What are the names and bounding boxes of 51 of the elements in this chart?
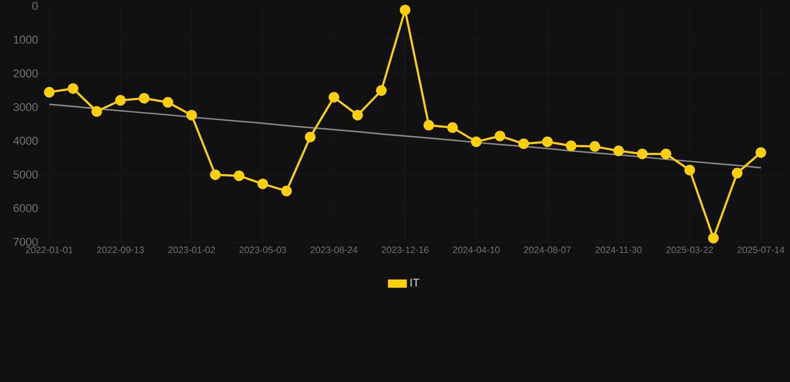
point	[684, 164, 696, 176]
point	[304, 132, 316, 142]
point	[162, 96, 174, 108]
y-tick-label: 6000	[14, 204, 38, 212]
y-tick-label: 7000	[14, 238, 38, 246]
x-tick-label: 2023-12-16	[382, 246, 428, 254]
legend-label: IT	[410, 278, 420, 286]
x-tick-label: 2022-01-01	[26, 246, 73, 254]
point	[660, 148, 672, 160]
point	[138, 92, 150, 104]
point	[115, 94, 126, 106]
y-tick-label: 5000	[14, 170, 38, 178]
point	[257, 178, 268, 190]
point	[186, 110, 197, 120]
point	[518, 138, 529, 150]
point	[91, 106, 102, 117]
point	[352, 110, 363, 120]
x-tick-label: 2024-04-10	[452, 246, 500, 254]
point	[708, 232, 719, 244]
point	[44, 86, 55, 98]
point	[756, 147, 766, 158]
point	[542, 136, 553, 147]
point	[328, 92, 340, 103]
point	[234, 170, 244, 182]
y-tick-label: 3000	[13, 102, 38, 111]
point	[566, 140, 576, 152]
x-tick-label: 2023-01-02	[168, 246, 215, 254]
x-tick-label: 2024-08-07	[524, 246, 571, 254]
point	[447, 122, 458, 133]
y-tick-label: 4000	[13, 136, 38, 145]
x-tick-label: 2025-07-14	[738, 246, 784, 254]
point	[590, 141, 600, 152]
point	[636, 148, 648, 160]
x-tick-label: 2025-03-22	[666, 246, 714, 254]
x-tick-label: 2022-09-13	[97, 246, 144, 254]
point	[613, 145, 624, 156]
y-tick-label: 2000	[14, 69, 38, 78]
y-tick-label: 0	[32, 2, 38, 10]
point	[494, 130, 506, 142]
point	[400, 4, 410, 16]
x-tick-label: 2023-08-24	[310, 246, 358, 254]
x-tick-label: 2023-05-03	[239, 246, 286, 254]
point	[210, 169, 221, 180]
point	[732, 168, 742, 178]
y-tick-label: 1000	[14, 36, 38, 44]
point	[424, 120, 434, 130]
point	[281, 186, 292, 196]
point	[68, 83, 78, 94]
point	[470, 136, 482, 147]
point	[376, 85, 387, 96]
x-tick-label: 2024-11-30	[596, 246, 642, 254]
